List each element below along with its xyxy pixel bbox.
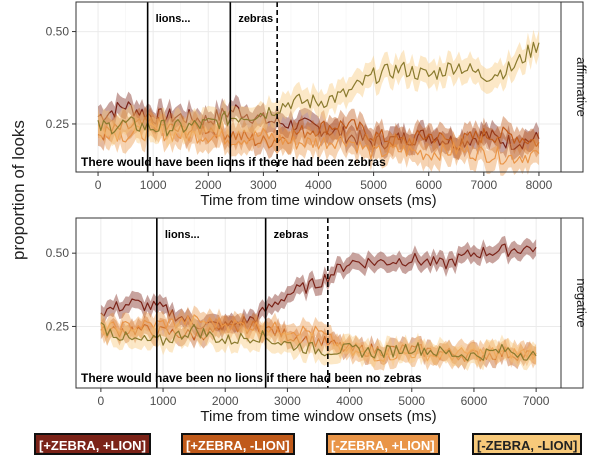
series-ribbon — [98, 91, 539, 161]
x-axis-label: Time from time window onsets (ms) — [200, 408, 436, 425]
facet-label: affirmative — [574, 57, 589, 117]
legend-item-nozebra-nolion: [-ZEBRA, -LION] — [472, 433, 583, 455]
legend-label: [+ZEBRA, -LION] — [186, 438, 290, 453]
marker-label: lions... — [165, 229, 200, 241]
x-tick-label: 3000 — [274, 394, 301, 408]
facet-strip — [560, 1, 584, 173]
series-line — [97, 116, 540, 150]
panel-annotation: There would have been no lions if there … — [81, 371, 422, 385]
x-tick-label: 3000 — [250, 178, 277, 192]
marker-label: lions... — [156, 13, 191, 25]
x-tick-label: 6000 — [415, 178, 442, 192]
x-tick-label: 0 — [98, 394, 105, 408]
x-tick-label: 5000 — [360, 178, 387, 192]
legend-label: [+ZEBRA, +LION] — [39, 438, 146, 453]
x-tick-label: 6000 — [461, 394, 488, 408]
x-axis-label: Time from time window onsets (ms) — [200, 192, 436, 209]
series-line — [100, 243, 537, 332]
x-tick-label: 0 — [95, 178, 102, 192]
panel-annotation: There would have been lions if there had… — [81, 155, 386, 169]
x-tick-label: 1000 — [150, 394, 177, 408]
series-line — [97, 101, 540, 151]
series-ribbon — [98, 111, 539, 176]
legend-label: [-ZEBRA, -LION] — [477, 438, 578, 453]
legend-label: [-ZEBRA, +LION] — [331, 438, 435, 453]
x-tick-label: 4000 — [305, 178, 332, 192]
series-ribbon — [100, 312, 537, 371]
x-tick-label: 1000 — [140, 178, 167, 192]
facet-label: negative — [574, 278, 589, 327]
y-tick-label: 0.50 — [46, 25, 70, 39]
negative-panel: lions... zebras There would have been no l… — [46, 217, 589, 425]
legend-item-zebra-nolion: [+ZEBRA, -LION] — [181, 433, 295, 455]
series-line — [97, 41, 540, 137]
legend: [+ZEBRA, +LION] [+ZEBRA, -LION] [-ZEBRA,… — [0, 433, 597, 457]
x-tick-label: 4000 — [336, 394, 363, 408]
x-tick-label: 8000 — [526, 178, 553, 192]
series-line — [97, 122, 540, 165]
x-tick-label: 5000 — [398, 394, 425, 408]
legend-item-nozebra-lion: [-ZEBRA, +LION] — [326, 433, 440, 455]
affirmative-panel: lions... zebras There would have been lion… — [46, 1, 589, 209]
y-tick-label: 0.25 — [46, 319, 70, 333]
y-tick-label: 0.25 — [46, 117, 70, 131]
x-tick-label: 2000 — [212, 394, 239, 408]
y-axis-label: proportion of looks — [9, 120, 28, 260]
y-tick-label: 0.50 — [46, 246, 70, 260]
series-ribbon — [100, 312, 537, 371]
x-tick-label: 7000 — [523, 394, 550, 408]
legend-item-zebra-lion: [+ZEBRA, +LION] — [34, 433, 151, 455]
marker-label: zebras — [274, 229, 309, 241]
x-tick-label: 7000 — [470, 178, 497, 192]
series-line — [100, 314, 537, 362]
marker-label: zebras — [238, 13, 273, 25]
facet-strip — [560, 217, 584, 389]
x-tick-label: 2000 — [195, 178, 222, 192]
series-line — [100, 322, 537, 362]
series-line — [100, 320, 537, 362]
